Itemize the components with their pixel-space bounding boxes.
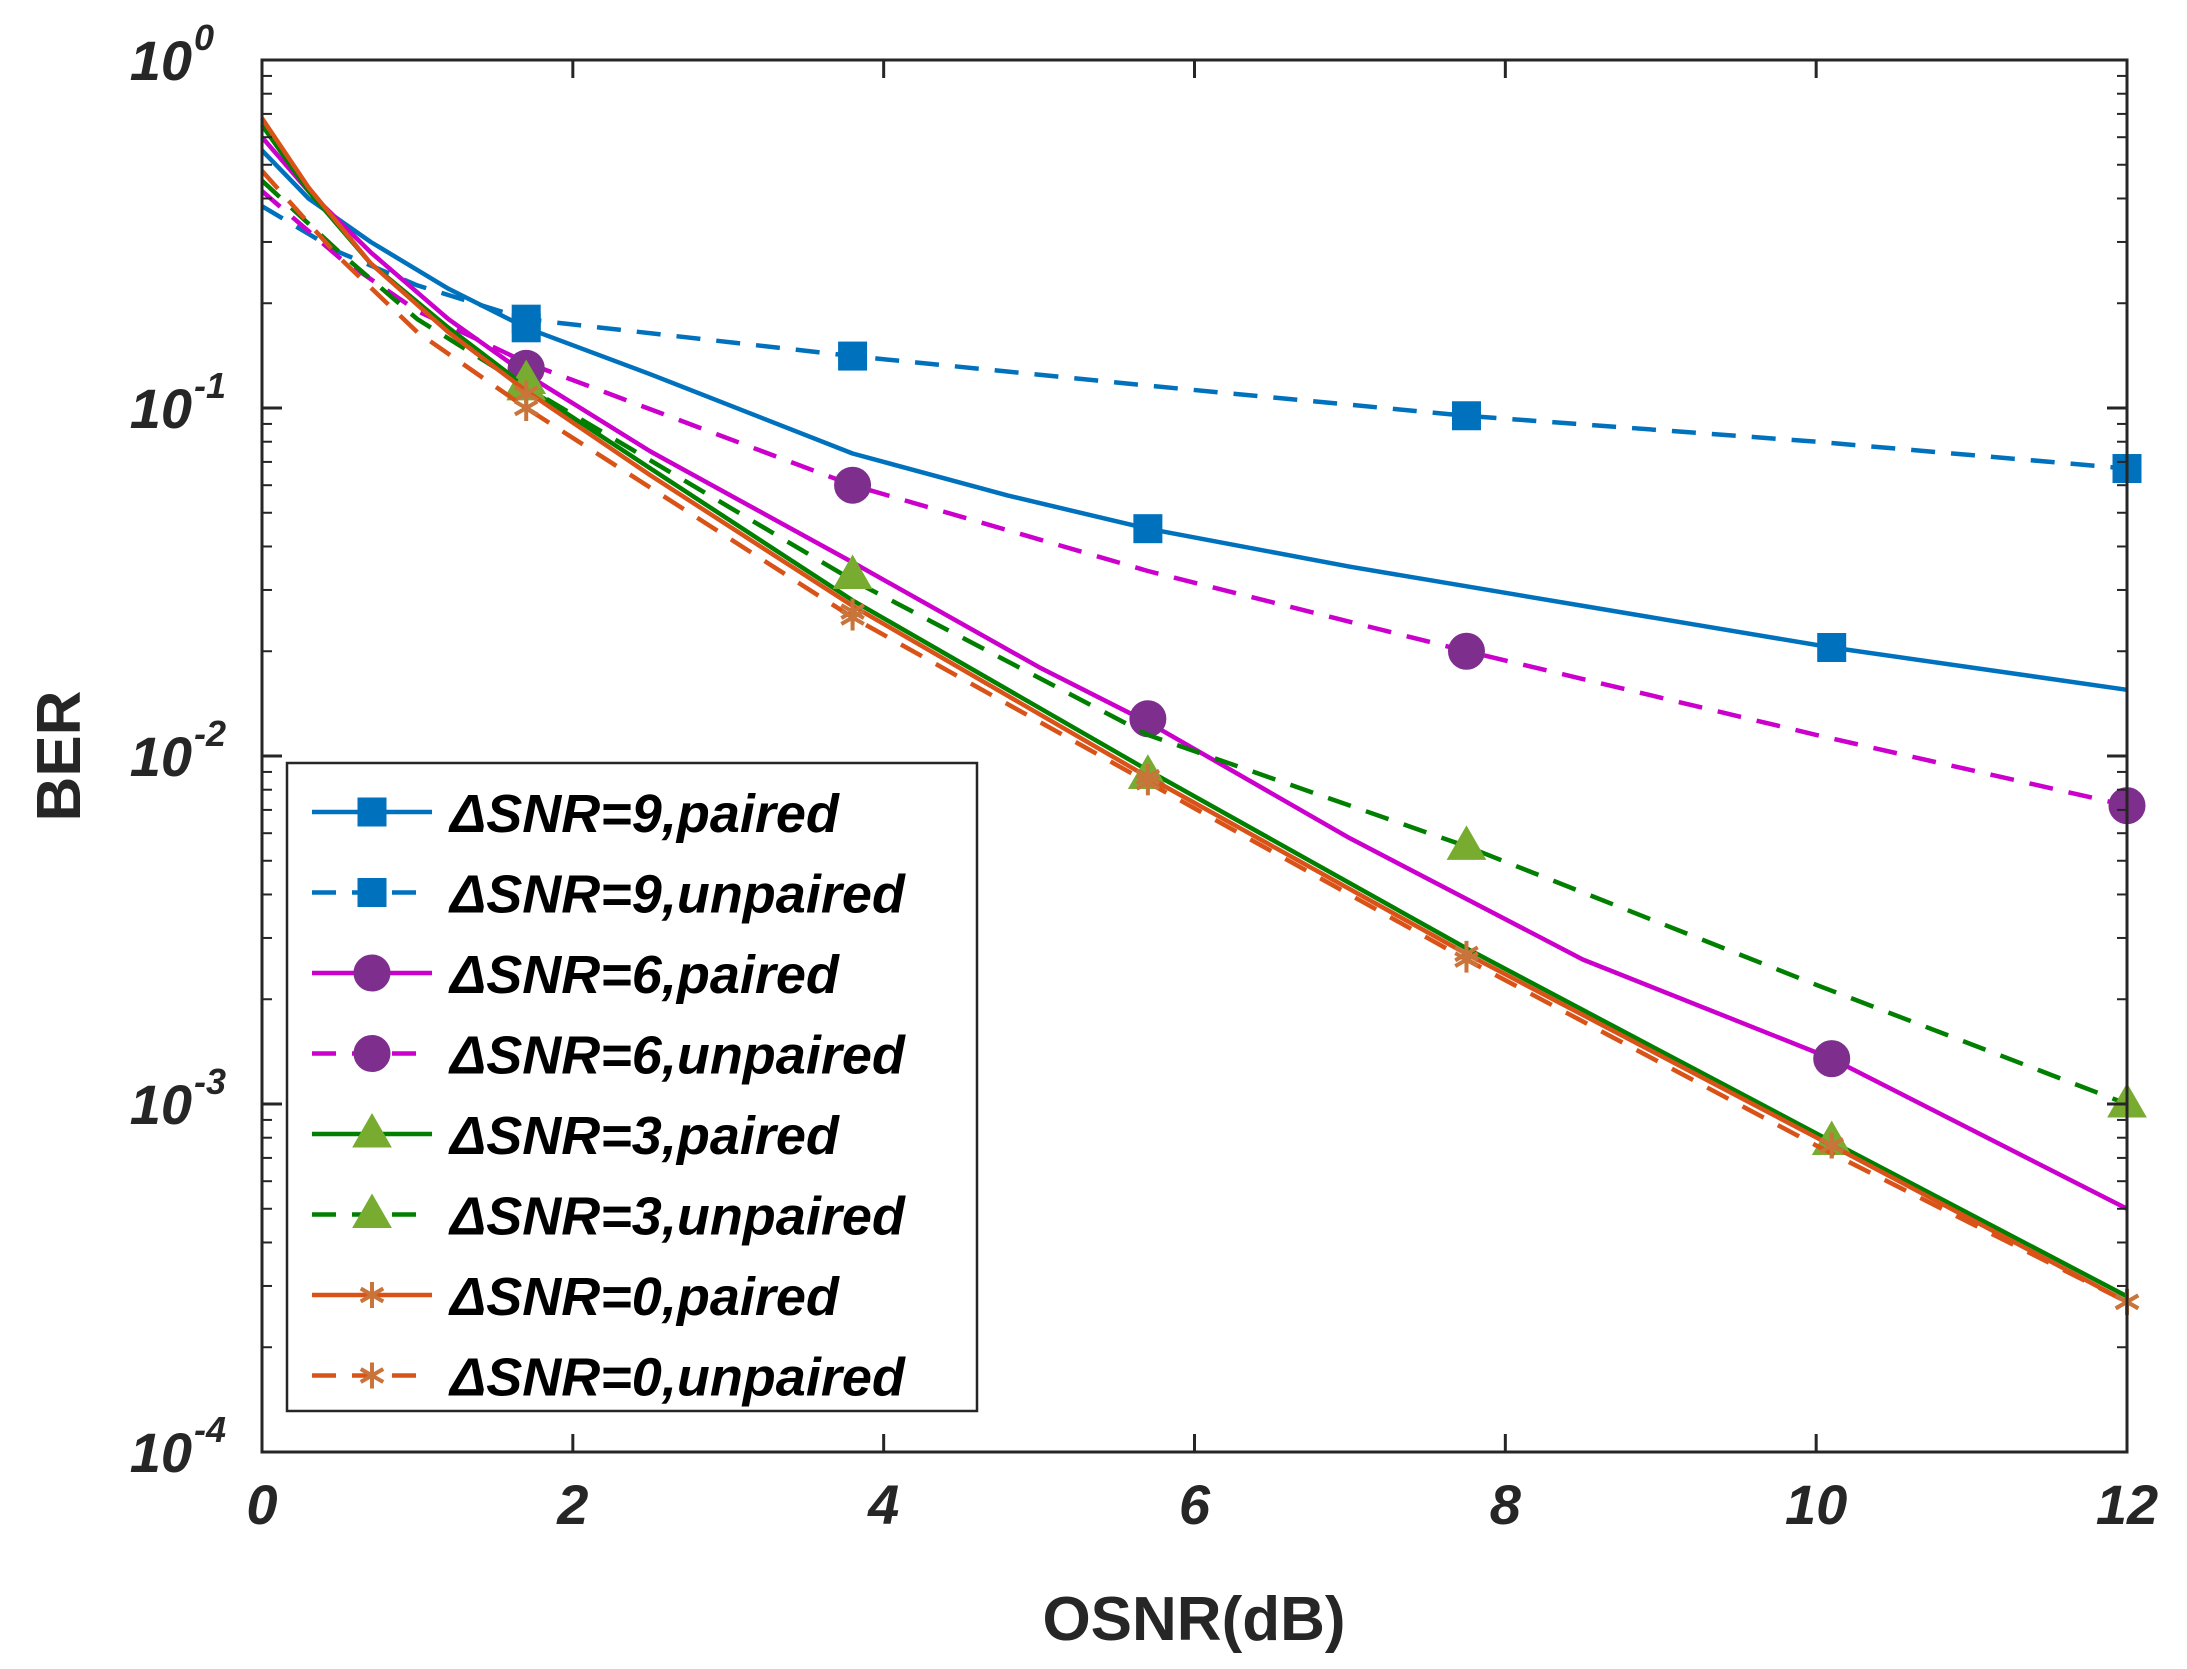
legend-entry-delta-snr-0-paired: ΔSNR=0,paired — [312, 1267, 840, 1327]
legend-swatch-marker — [352, 1193, 392, 1228]
legend-swatch-marker — [359, 1362, 385, 1389]
x-tick-label: 0 — [246, 1473, 277, 1536]
data-point-delta-snr-0-unpaired — [1819, 1132, 1844, 1159]
y-tick-exponent: -3 — [194, 1061, 226, 1102]
legend-entry-delta-snr-6-paired: ΔSNR=6,paired — [312, 945, 840, 1005]
data-point-delta-snr-6-unpaired — [834, 466, 872, 504]
legend-swatch-marker — [359, 1282, 385, 1308]
data-point-delta-snr-0-unpaired — [513, 395, 539, 421]
x-tick-label: 12 — [2096, 1473, 2158, 1536]
legend-label: ΔSNR=9,paired — [448, 784, 840, 844]
legend-label: ΔSNR=0,unpaired — [448, 1348, 906, 1408]
legend-entry-delta-snr-3-paired: ΔSNR=3,paired — [312, 1106, 840, 1166]
data-point-delta-snr-0-unpaired-stroke — [1454, 951, 1479, 968]
legend-label: ΔSNR=3,unpaired — [448, 1187, 906, 1247]
legend-box — [285, 761, 979, 1413]
legend-label: ΔSNR=9,unpaired — [448, 865, 906, 925]
y-tick-label: 10 — [130, 725, 192, 788]
data-point-delta-snr-6-paired — [1813, 1040, 1851, 1078]
legend-entry-delta-snr-9-unpaired: ΔSNR=9,unpaired — [312, 865, 906, 925]
y-tick-exponent: 0 — [194, 17, 214, 58]
data-point-delta-snr-0-unpaired-stroke — [513, 399, 539, 417]
legend-swatch-marker — [357, 797, 387, 827]
y-tick-label: 10 — [130, 29, 192, 92]
series-layer — [260, 117, 2147, 1315]
x-tick-label: 4 — [867, 1473, 899, 1536]
x-tick-label: 10 — [1785, 1473, 1847, 1536]
data-point-delta-snr-0-unpaired-stroke — [1819, 1137, 1844, 1154]
x-tick-label: 8 — [1490, 1473, 1522, 1536]
x-axis-label: OSNR(dB) — [1042, 1585, 1345, 1654]
legend-label: ΔSNR=3,paired — [448, 1106, 840, 1166]
y-tick-label: 10 — [130, 1421, 192, 1484]
data-point-delta-snr-0-unpaired — [840, 604, 865, 631]
data-point-delta-snr-0-unpaired — [1454, 946, 1479, 973]
x-tick-label: 2 — [556, 1473, 588, 1536]
legend-swatch-marker-stroke — [359, 1367, 385, 1384]
legend-label: ΔSNR=6,unpaired — [448, 1026, 906, 1086]
data-point-delta-snr-9-unpaired — [511, 304, 541, 334]
legend-label: ΔSNR=0,paired — [448, 1267, 840, 1327]
data-point-delta-snr-9-paired — [1133, 514, 1163, 544]
legend-entry-delta-snr-9-paired: ΔSNR=9,paired — [312, 784, 840, 844]
legend-entry-delta-snr-0-unpaired: ΔSNR=0,unpaired — [312, 1348, 906, 1408]
series-delta-snr-9-unpaired — [260, 204, 2142, 484]
legend: ΔSNR=9,paired ΔSNR=9,unpaired ΔSNR=6,paire… — [285, 761, 979, 1413]
y-tick-exponent: -4 — [194, 1409, 226, 1450]
y-tick-label: 10 — [130, 377, 192, 440]
legend-swatch-marker — [353, 954, 391, 992]
series-line-delta-snr-3-unpaired — [260, 179, 2128, 1107]
data-point-delta-snr-0-paired-stroke — [513, 385, 539, 402]
data-point-delta-snr-6-paired — [1129, 700, 1167, 738]
data-point-delta-snr-3-unpaired — [1446, 825, 1487, 860]
data-point-delta-snr-0-unpaired-stroke — [840, 609, 865, 626]
data-point-delta-snr-9-unpaired — [838, 341, 868, 371]
y-tick-label: 10 — [130, 1073, 192, 1136]
x-tick-label: 6 — [1179, 1473, 1211, 1536]
y-axis-label: BER — [25, 691, 94, 822]
data-point-delta-snr-6-unpaired — [1447, 632, 1485, 670]
data-point-delta-snr-0-unpaired-stroke — [1135, 774, 1161, 791]
legend-entry-delta-snr-3-unpaired: ΔSNR=3,unpaired — [312, 1187, 906, 1247]
legend-swatch-marker — [353, 1035, 391, 1072]
legend-swatch-marker — [352, 1112, 392, 1148]
data-point-delta-snr-0-unpaired — [1135, 769, 1161, 796]
data-point-delta-snr-9-paired — [1817, 633, 1847, 663]
legend-entry-delta-snr-6-unpaired: ΔSNR=6,unpaired — [312, 1026, 906, 1086]
legend-label: ΔSNR=6,paired — [448, 945, 840, 1005]
series-line-delta-snr-9-paired — [260, 148, 2128, 693]
y-tick-exponent: -1 — [194, 365, 226, 406]
legend-swatch-marker — [357, 878, 387, 907]
data-point-delta-snr-3-unpaired — [832, 554, 873, 590]
y-tick-exponent: -2 — [194, 713, 226, 754]
data-point-delta-snr-9-unpaired — [1451, 401, 1481, 431]
legend-swatch-marker-stroke — [359, 1286, 385, 1304]
series-line-delta-snr-0-paired — [260, 117, 2129, 1304]
